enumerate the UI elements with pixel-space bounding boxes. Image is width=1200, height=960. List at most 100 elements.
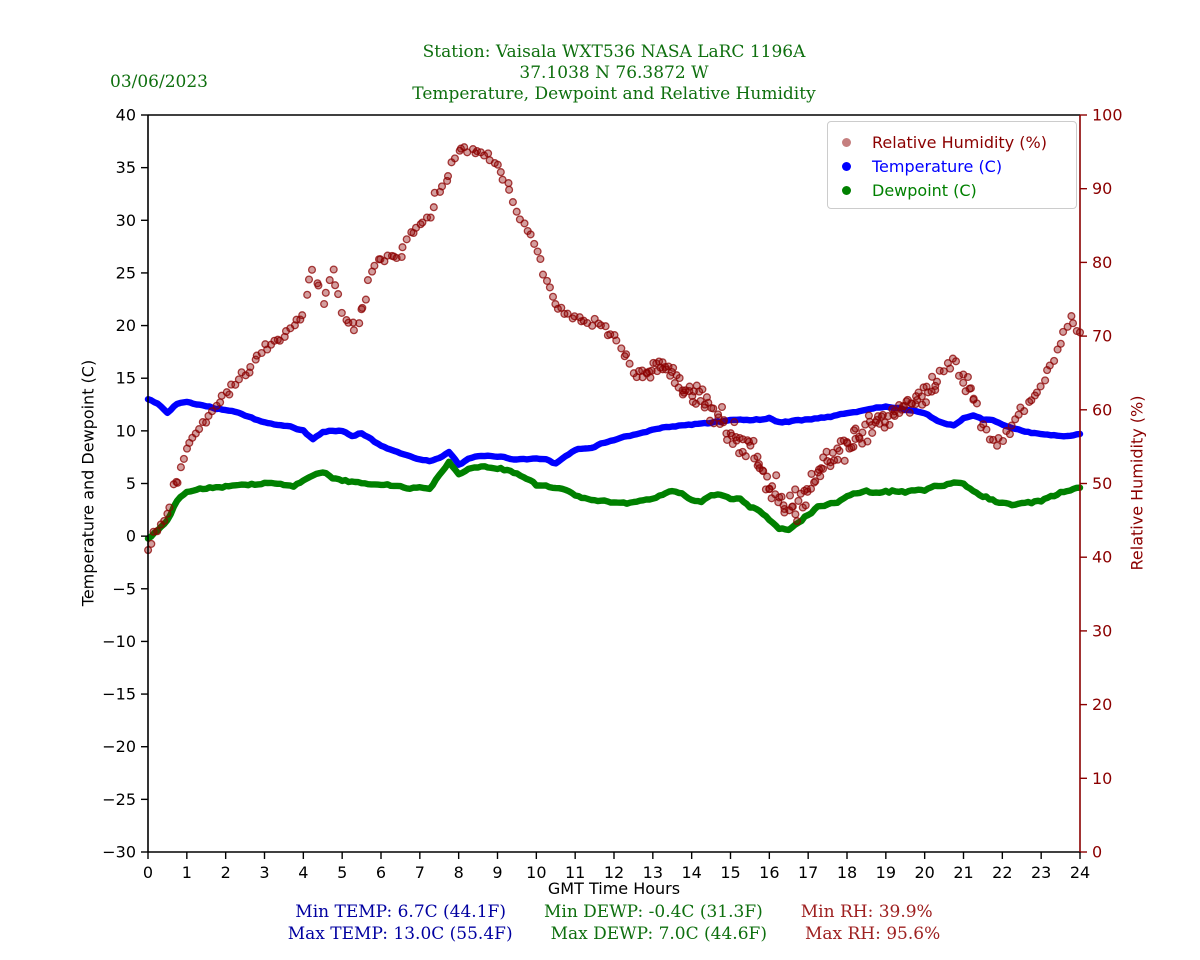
- humidity-point: [426, 213, 435, 222]
- humidity-point: [443, 172, 453, 181]
- humidity-point: [329, 265, 338, 274]
- left-tick-label: −30: [102, 843, 136, 862]
- x-tick-label: 23: [1031, 863, 1051, 882]
- stats-footer: Min TEMP: 6.7C (44.1F) Min DEWP: -0.4C (…: [148, 901, 1080, 945]
- title-line-station: Station: Vaisala WXT536 NASA LaRC 1196A: [422, 42, 806, 62]
- humidity-point: [496, 168, 505, 177]
- humidity-point: [437, 182, 447, 191]
- right-tick-label: 20: [1092, 695, 1112, 714]
- humidity-point: [370, 261, 379, 270]
- humidity-point: [932, 377, 942, 386]
- x-tick-label: 4: [298, 863, 308, 882]
- left-axis-label: Temperature and Dewpoint (C): [78, 359, 98, 607]
- humidity-point: [202, 418, 211, 427]
- humidity-point: [246, 362, 255, 372]
- humidity-point: [533, 247, 542, 256]
- left-tick-label: 0: [126, 527, 136, 546]
- x-tick-label: 24: [1070, 863, 1090, 882]
- humidity-point: [785, 491, 795, 500]
- humidity-point: [917, 392, 926, 401]
- humidity-point: [1007, 421, 1016, 430]
- humidity-point: [153, 527, 162, 536]
- temperature-marker-icon: [842, 161, 851, 171]
- legend-label-humidity: Relative Humidity (%): [872, 132, 1047, 152]
- x-tick-label: 3: [259, 863, 269, 882]
- humidity-point: [972, 399, 981, 408]
- humidity-point: [922, 382, 931, 391]
- x-tick-label: 15: [720, 863, 740, 882]
- humidity-point: [833, 455, 842, 464]
- dewpoint-curve: [144, 458, 1084, 542]
- humidity-point: [1050, 356, 1059, 365]
- humidity-point: [418, 218, 427, 227]
- humidity-point: [788, 502, 797, 511]
- humidity-scatter: [144, 143, 1085, 555]
- x-tick-label: 20: [914, 863, 934, 882]
- humidity-point: [176, 463, 185, 472]
- humidity-point: [1059, 327, 1068, 336]
- humidity-point: [231, 380, 240, 389]
- x-tick-label: 0: [143, 863, 153, 882]
- humidity-point: [791, 485, 800, 494]
- humidity-point: [816, 472, 825, 481]
- humidity-point: [480, 151, 489, 160]
- stats-row-min: Min TEMP: 6.7C (44.1F) Min DEWP: -0.4C (…: [148, 901, 1080, 923]
- humidity-point: [1005, 430, 1014, 439]
- humidity-point: [801, 501, 810, 510]
- humidity-point: [334, 290, 343, 299]
- humidity-point: [538, 270, 548, 279]
- x-tick-label: 18: [837, 863, 857, 882]
- humidity-point: [493, 160, 502, 169]
- humidity-point: [791, 510, 800, 519]
- humidity-point: [557, 303, 566, 312]
- right-tick-label: 60: [1092, 400, 1112, 419]
- humidity-point: [842, 437, 851, 447]
- humidity-point: [165, 503, 174, 512]
- x-tick-label: 8: [454, 863, 464, 882]
- humidity-point: [905, 408, 914, 417]
- left-tick-label: 5: [126, 474, 136, 493]
- legend-item-humidity: Relative Humidity (%): [828, 130, 1076, 154]
- max-dewp-stat: Max DEWP: 7.0C (44.6F): [550, 924, 767, 944]
- humidity-point: [512, 207, 521, 216]
- humidity-point: [179, 454, 188, 463]
- humidity-point: [207, 407, 217, 416]
- humidity-point: [1020, 407, 1029, 416]
- humidity-point: [314, 281, 323, 290]
- humidity-point: [484, 149, 493, 158]
- humidity-point: [807, 469, 816, 478]
- humidity-point: [794, 496, 803, 505]
- left-tick-label: 40: [116, 106, 136, 125]
- humidity-point: [840, 456, 849, 465]
- humidity-point: [225, 390, 234, 399]
- humidity-point: [320, 299, 329, 309]
- humidity-point: [1041, 376, 1050, 385]
- x-tick-label: 12: [604, 863, 624, 882]
- x-tick-label: 14: [681, 863, 701, 882]
- humidity-point: [303, 290, 312, 299]
- left-tick-label: 25: [116, 263, 136, 282]
- temperature-curve: [144, 396, 1084, 468]
- left-tick-label: 10: [116, 421, 136, 440]
- x-tick-label: 17: [798, 863, 818, 882]
- humidity-point: [818, 464, 828, 473]
- humidity-point: [545, 283, 554, 292]
- right-tick-label: 30: [1092, 621, 1112, 640]
- humidity-point: [806, 484, 816, 493]
- humidity-point: [304, 275, 314, 284]
- humidity-marker-icon: [842, 137, 851, 147]
- humidity-point: [429, 203, 438, 212]
- date-label: 03/06/2023: [110, 72, 208, 92]
- humidity-point: [993, 441, 1002, 450]
- humidity-point: [468, 145, 478, 154]
- left-tick-label: 35: [116, 158, 136, 177]
- humidity-point: [298, 311, 307, 320]
- humidity-point: [835, 446, 844, 455]
- left-tick-label: −10: [102, 632, 136, 651]
- humidity-point: [526, 230, 535, 239]
- legend-label-temperature: Temperature (C): [872, 156, 1003, 176]
- humidity-point: [982, 425, 991, 434]
- x-tick-label: 5: [337, 863, 347, 882]
- chart-title: Station: Vaisala WXT536 NASA LaRC 1196A …: [148, 42, 1080, 105]
